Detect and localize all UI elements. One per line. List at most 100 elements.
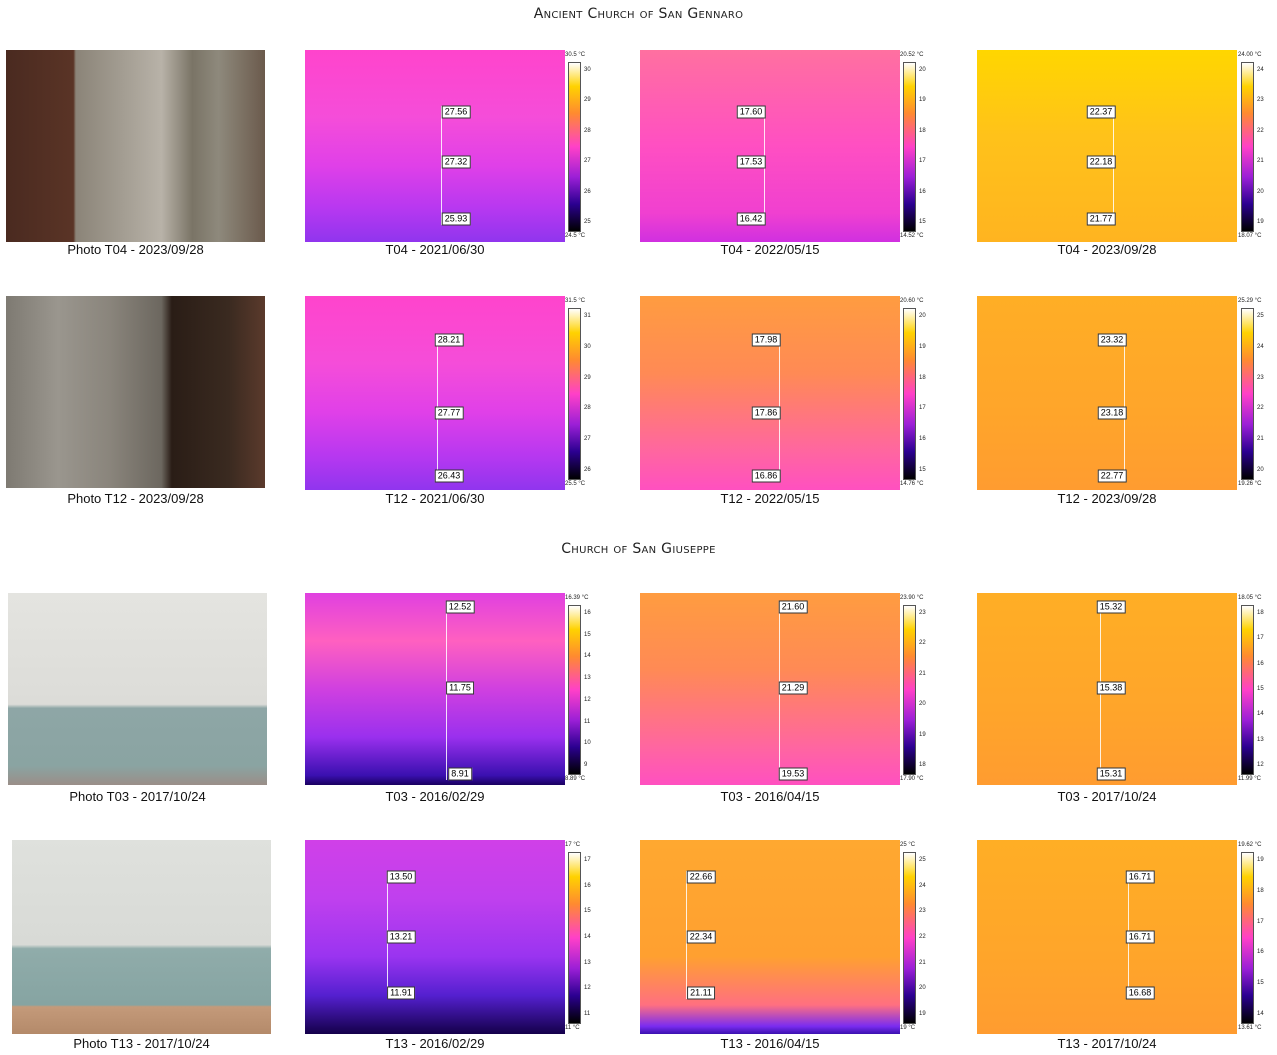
scale-tick-label: 14: [1257, 711, 1264, 718]
scale-min-label: 8.89 °C: [565, 776, 586, 782]
scale-tick-label: 18: [919, 374, 926, 381]
scale-tick-label: 27: [584, 436, 591, 443]
scale-tick-label: 18: [919, 762, 926, 768]
scale-tick-label: 15: [919, 467, 926, 473]
scale-tick-label: 19: [919, 1011, 926, 1017]
scale-tick-label: 20: [1257, 188, 1264, 195]
scale-tick-label: 21: [919, 959, 926, 966]
thermal-caption: T12 - 2021/06/30: [385, 491, 485, 506]
thermal-image: [305, 840, 565, 1034]
scale-tick-label: 18: [1257, 887, 1264, 894]
thermal-image: [640, 593, 900, 785]
temperature-reading: 21.77: [1086, 212, 1116, 226]
scale-min-label: 17.90 °C: [900, 776, 924, 782]
scale-min-label: 19 °C: [900, 1025, 916, 1031]
scale-max-label: 16.39 °C: [565, 595, 589, 601]
temperature-color-scale: [568, 605, 581, 775]
scale-tick-label: 10: [584, 740, 591, 747]
scale-tick-label: 20: [919, 701, 926, 708]
scale-tick-label: 19: [919, 343, 926, 350]
temperature-reading: 17.86: [751, 406, 781, 420]
thermal-image: [305, 296, 565, 490]
scale-tick-label: 20: [919, 67, 926, 73]
site-photo: [6, 50, 265, 242]
scale-tick-label: 15: [1257, 686, 1264, 692]
scale-max-label: 19.62 °C: [1238, 842, 1262, 848]
scale-tick-label: 13: [584, 959, 591, 966]
scale-tick-label: 22: [1257, 127, 1264, 134]
scale-min-label: 11 °C: [565, 1025, 580, 1031]
thermal-caption: T03 - 2016/02/29: [385, 789, 485, 804]
temperature-reading: 16.71: [1125, 930, 1155, 944]
temperature-reading: 12.52: [445, 600, 475, 614]
temperature-color-scale: [1241, 308, 1254, 480]
thermal-image: [977, 296, 1237, 490]
scale-tick-label: 13: [1257, 736, 1264, 743]
scale-min-label: 18.07 °C: [1238, 233, 1262, 239]
site-photo: [12, 840, 271, 1034]
temperature-reading: 17.53: [736, 155, 766, 169]
temperature-reading: 27.77: [434, 406, 464, 420]
thermal-caption: T03 - 2016/04/15: [720, 789, 820, 804]
scale-tick-label: 25: [584, 219, 591, 225]
temperature-reading: 27.56: [441, 105, 471, 119]
scale-tick-label: 15: [919, 219, 926, 225]
scale-tick-label: 12: [584, 696, 591, 703]
temperature-color-scale: [568, 852, 581, 1024]
scale-tick-label: 27: [584, 158, 591, 165]
scale-max-label: 23.90 °C: [900, 595, 924, 601]
scale-min-label: 14.52 °C: [900, 233, 924, 239]
scale-tick-label: 16: [1257, 660, 1264, 667]
scale-tick-label: 22: [1257, 405, 1264, 412]
photo-caption: Photo T03 - 2017/10/24: [69, 789, 206, 804]
temperature-reading: 23.18: [1097, 406, 1127, 420]
temperature-reading: 13.21: [386, 930, 416, 944]
scale-tick-label: 14: [1257, 1011, 1264, 1017]
temperature-reading: 23.32: [1097, 333, 1127, 347]
temperature-reading: 15.31: [1096, 767, 1126, 781]
scale-tick-label: 18: [1257, 610, 1264, 616]
temperature-color-scale: [1241, 605, 1254, 775]
scale-max-label: 20.60 °C: [900, 298, 924, 304]
scale-tick-label: 30: [584, 67, 591, 73]
temperature-reading: 22.77: [1097, 469, 1127, 483]
scale-tick-label: 30: [584, 343, 591, 350]
scale-tick-label: 22: [919, 640, 926, 647]
scale-tick-label: 20: [1257, 467, 1264, 473]
scale-tick-label: 15: [584, 631, 591, 638]
scale-min-label: 11.99 °C: [1238, 776, 1261, 782]
scale-tick-label: 29: [584, 97, 591, 104]
temperature-reading: 17.98: [751, 333, 781, 347]
scale-max-label: 30.5 °C: [565, 52, 586, 58]
site-photo: [8, 593, 267, 785]
photo-caption: Photo T13 - 2017/10/24: [73, 1036, 210, 1051]
thermal-caption: T13 - 2016/04/15: [720, 1036, 820, 1051]
scale-tick-label: 11: [584, 718, 591, 725]
section-title-san-giuseppe: Church of San Giuseppe: [561, 541, 716, 557]
thermal-caption: T04 - 2022/05/15: [720, 242, 820, 257]
scale-tick-label: 19: [919, 97, 926, 104]
scale-min-label: 24.5 °C: [565, 233, 586, 239]
temperature-reading: 22.34: [686, 930, 716, 944]
thermal-image: [640, 840, 900, 1034]
scale-tick-label: 20: [919, 313, 926, 319]
temperature-reading: 27.32: [441, 155, 471, 169]
temperature-color-scale: [1241, 852, 1254, 1024]
measurement-line: [441, 106, 442, 225]
thermal-caption: T04 - 2023/09/28: [1057, 242, 1157, 257]
scale-tick-label: 28: [584, 127, 591, 134]
scale-tick-label: 18: [919, 127, 926, 134]
temperature-reading: 28.21: [434, 333, 464, 347]
scale-tick-label: 17: [1257, 635, 1264, 642]
temperature-color-scale: [568, 62, 581, 232]
temperature-color-scale: [903, 308, 916, 480]
temperature-color-scale: [903, 852, 916, 1024]
scale-tick-label: 13: [584, 675, 591, 682]
temperature-reading: 16.42: [736, 212, 766, 226]
site-photo: [6, 296, 265, 488]
temperature-reading: 16.68: [1125, 986, 1155, 1000]
scale-tick-label: 19: [1257, 857, 1264, 863]
temperature-reading: 8.91: [448, 767, 472, 781]
photo-caption: Photo T12 - 2023/09/28: [67, 491, 204, 506]
scale-tick-label: 23: [919, 610, 926, 616]
